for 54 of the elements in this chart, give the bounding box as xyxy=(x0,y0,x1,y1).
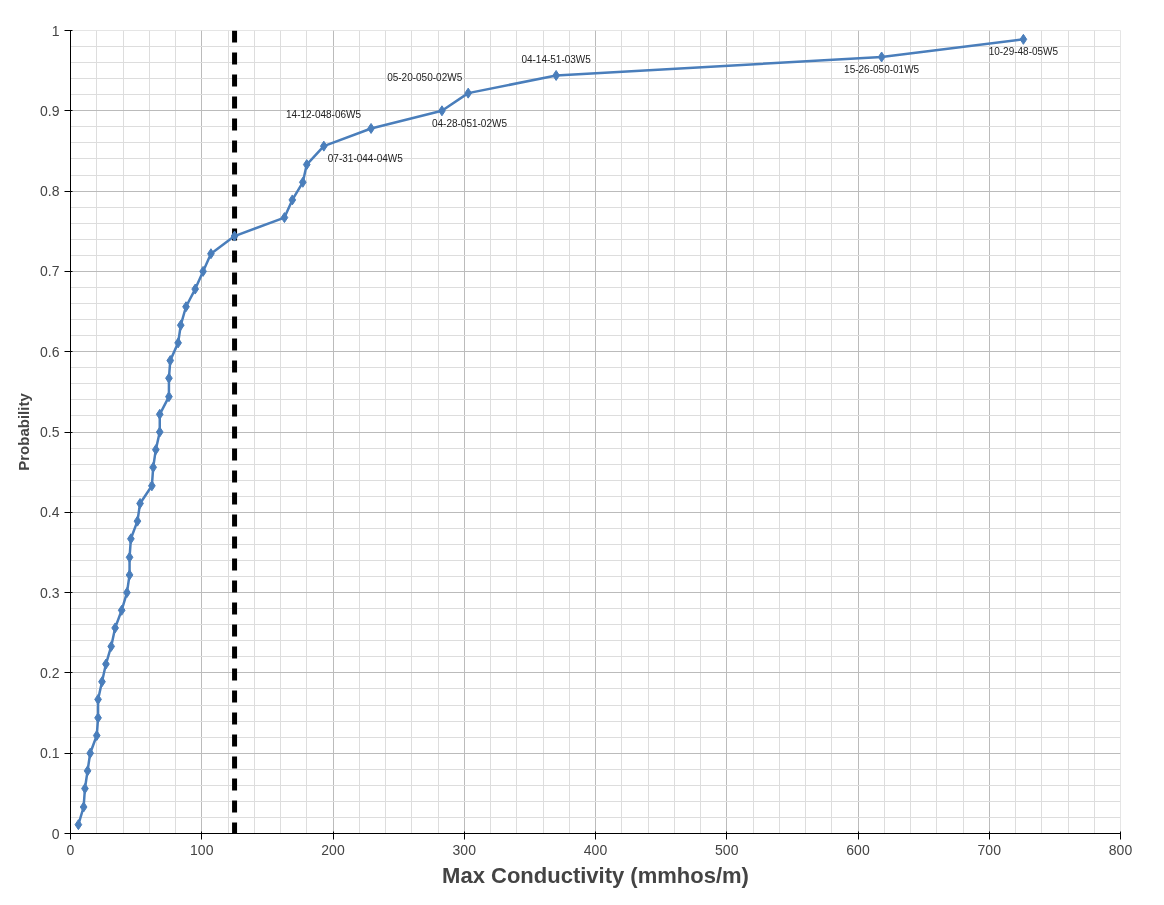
point xyxy=(280,212,289,224)
x-tick-label: 200 xyxy=(321,841,345,858)
point xyxy=(107,640,116,652)
y-tick-label: 0.9 xyxy=(40,102,60,119)
point xyxy=(125,551,134,563)
annotation: 05-20-050-02W5 xyxy=(387,72,463,84)
y-tick-label: 0 xyxy=(51,825,60,842)
point xyxy=(319,140,328,152)
y-tick-label: 0.5 xyxy=(40,424,60,440)
point xyxy=(86,747,95,759)
annotation: 14-12-048-06W5 xyxy=(286,109,362,121)
point xyxy=(74,819,83,831)
point xyxy=(92,730,101,742)
point xyxy=(151,444,160,456)
annotation: 04-14-51-03W5 xyxy=(521,54,592,66)
x-tick-label: 0 xyxy=(66,841,75,858)
y-axis-title: Probability xyxy=(15,392,33,471)
x-tick-label: 700 xyxy=(977,841,1002,858)
x-tick-label: 600 xyxy=(846,841,870,858)
x-tick-label: 100 xyxy=(190,841,214,858)
x-tick-label: 300 xyxy=(452,841,477,858)
y-tick-label: 0.7 xyxy=(40,263,60,280)
y-tick-label: 0.3 xyxy=(40,584,60,601)
point xyxy=(298,176,307,188)
point xyxy=(464,87,473,99)
x-tick-label: 400 xyxy=(583,841,608,858)
point xyxy=(117,604,126,616)
point xyxy=(155,408,164,420)
y-tick-label: 1 xyxy=(51,22,60,39)
point xyxy=(230,230,239,242)
point xyxy=(149,461,158,473)
point xyxy=(176,319,185,331)
x-tick-label: 500 xyxy=(715,841,739,858)
point xyxy=(288,194,297,206)
y-tick-label: 0.8 xyxy=(40,183,60,200)
x-tick-label: 800 xyxy=(1108,841,1133,858)
y-tick-label: 0.2 xyxy=(40,664,60,681)
point xyxy=(83,765,92,777)
point xyxy=(191,283,200,295)
x-axis-title: Max Conductivity (mmhos/m) xyxy=(442,862,749,888)
annotation: 15-26-050-01W5 xyxy=(844,64,920,75)
y-tick-label: 0.4 xyxy=(40,504,60,521)
annotation: 04-28-051-02W5 xyxy=(431,117,508,129)
point xyxy=(125,569,134,581)
point xyxy=(302,159,311,171)
point xyxy=(155,426,164,438)
point xyxy=(133,515,142,527)
point xyxy=(79,801,88,813)
annotation: 10-29-48-05W5 xyxy=(988,46,1059,58)
point xyxy=(877,51,886,63)
y-tick-label: 0.1 xyxy=(40,745,60,762)
annotation: 07-31-044-04W5 xyxy=(327,153,404,165)
point xyxy=(1019,33,1028,45)
y-tick-label: 0.6 xyxy=(40,343,60,360)
